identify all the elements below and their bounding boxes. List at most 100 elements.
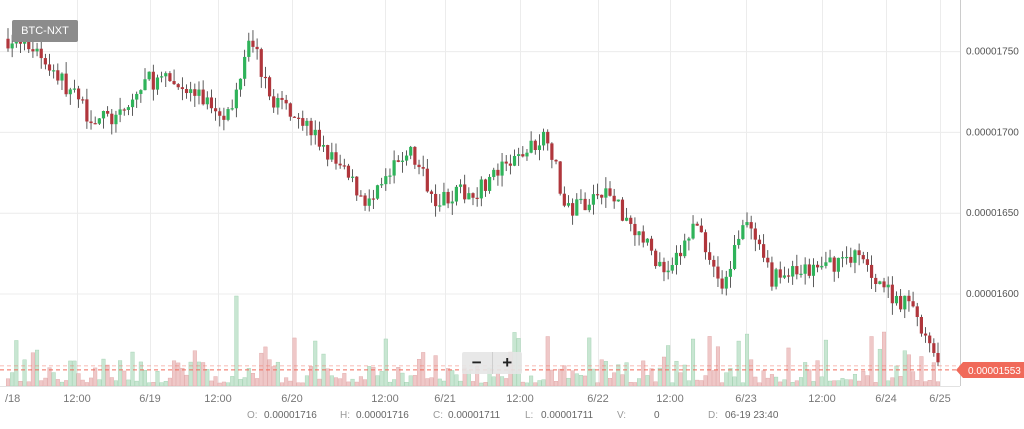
volume-bar <box>55 379 60 387</box>
candle-body <box>263 76 268 79</box>
candle-body <box>64 73 68 95</box>
volume-bar <box>151 382 156 387</box>
candle-body <box>745 222 749 226</box>
candle-body <box>101 110 106 119</box>
volume-bar <box>736 340 741 387</box>
candle-body <box>799 273 803 275</box>
volume-bar <box>857 380 862 387</box>
volume-bar <box>84 382 89 387</box>
candle-body <box>529 140 533 153</box>
candle-body <box>882 281 886 288</box>
low-value: 0.00001711 <box>541 410 594 421</box>
candle-body <box>471 193 475 198</box>
ohlc-readout: O: 0.00001716 H: 0.00001716 C: 0.0000171… <box>0 408 960 424</box>
candle-body <box>766 257 770 263</box>
candle-body <box>226 109 230 120</box>
candle-body <box>832 257 836 272</box>
candle-body <box>546 131 550 144</box>
candle-body <box>388 175 392 177</box>
x-tick-label: 12:00 <box>506 393 534 405</box>
volume-bar <box>130 351 135 387</box>
volume-bar <box>807 369 812 387</box>
candle-body <box>658 261 662 267</box>
candle-body <box>197 89 201 96</box>
low-label: L: <box>525 410 534 421</box>
volume-bar <box>342 373 347 387</box>
volume-bar <box>458 380 463 387</box>
volume-bar <box>786 347 791 387</box>
candle-body <box>259 49 263 77</box>
pair-badge: BTC-NXT <box>12 20 78 42</box>
volume-bar <box>375 375 380 387</box>
candle-body <box>384 176 388 185</box>
candle-body <box>251 40 255 47</box>
volume-bar <box>159 382 164 387</box>
volume-bar <box>882 331 887 387</box>
candle-body <box>762 244 766 258</box>
x-tick-label: /18 <box>5 393 20 405</box>
volume-bar <box>288 380 293 387</box>
candle-body <box>757 239 762 245</box>
zoom-in-button[interactable]: + <box>491 352 523 374</box>
candle-body <box>288 103 292 117</box>
volume-bar <box>479 382 484 387</box>
x-tick-label: 12:00 <box>808 393 836 405</box>
volume-bar <box>18 381 23 387</box>
volume-bar <box>794 380 799 387</box>
candle-body <box>732 245 737 269</box>
volume-bar <box>93 367 98 387</box>
candle-body <box>649 238 654 251</box>
candle-body <box>106 110 110 114</box>
candle-body <box>89 121 93 124</box>
volume-bar <box>292 337 297 387</box>
candle-body <box>467 193 471 200</box>
candle-body <box>566 203 571 206</box>
x-tick-label: 6/25 <box>929 393 950 405</box>
candle-body <box>724 276 728 289</box>
candle-body <box>143 79 147 91</box>
volume-bar <box>761 370 766 387</box>
x-tick-label: 6/24 <box>875 393 896 405</box>
candle-body <box>47 64 52 71</box>
volume-bar <box>524 382 529 387</box>
volume-bar <box>707 336 712 387</box>
volume-bar <box>832 380 837 387</box>
volume-bar <box>338 378 343 387</box>
volume-bar <box>134 380 139 387</box>
candle-body <box>172 81 176 85</box>
candle-body <box>521 154 525 157</box>
volume-bar <box>915 380 920 387</box>
candle-body <box>932 343 936 353</box>
volume-bar <box>570 370 575 387</box>
candle-body <box>346 165 351 178</box>
volume-bar <box>583 375 588 387</box>
x-tick-label: 12:00 <box>371 393 399 405</box>
volume-bar <box>541 379 546 387</box>
volume-bar <box>491 376 496 387</box>
candle-body <box>255 46 259 50</box>
candle-body <box>666 270 670 273</box>
candle-body <box>678 252 683 257</box>
volume-bar <box>105 364 110 387</box>
zoom-out-button[interactable]: − <box>471 353 482 372</box>
volume-bar <box>587 337 592 387</box>
volume-bar <box>226 382 231 387</box>
x-tick-label: 6/19 <box>139 393 160 405</box>
volume-bar <box>919 356 924 387</box>
volume-bar <box>686 380 691 387</box>
volume-bar <box>412 375 417 387</box>
volume-bar <box>238 379 243 387</box>
candle-body <box>853 250 857 263</box>
volume-bar <box>504 378 509 387</box>
candle-body <box>442 191 446 206</box>
candle-body <box>122 109 126 111</box>
volume-bar <box>819 376 824 387</box>
candle-body <box>894 295 899 304</box>
volume-bar <box>898 376 903 387</box>
candle-body <box>712 259 716 267</box>
volume-bar <box>740 382 745 387</box>
candle-body <box>517 154 521 156</box>
candle-body <box>147 71 151 80</box>
volume-bar <box>454 374 459 387</box>
volume-bar <box>300 382 305 387</box>
